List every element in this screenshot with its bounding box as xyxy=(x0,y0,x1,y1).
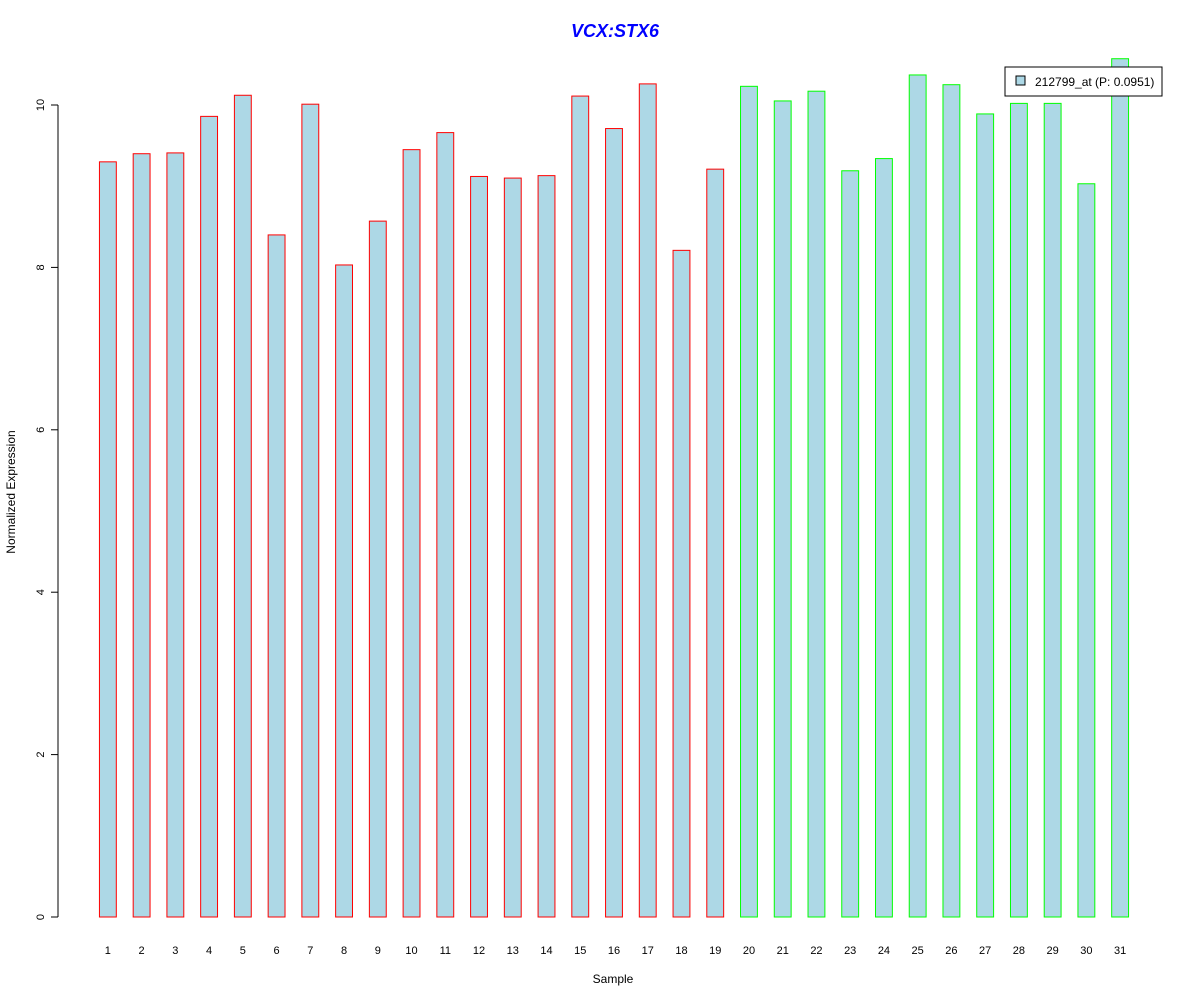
x-tick-label: 31 xyxy=(1114,945,1126,957)
x-tick-label: 25 xyxy=(912,945,924,957)
bar-sample-10 xyxy=(402,149,421,918)
x-tick-label: 13 xyxy=(507,945,519,957)
bar-sample-26 xyxy=(942,84,961,918)
bar-sample-3 xyxy=(166,152,185,918)
bar-sample-22 xyxy=(807,90,826,918)
x-tick-label: 26 xyxy=(945,945,957,957)
bar-sample-12 xyxy=(470,175,488,918)
bar-sample-4 xyxy=(200,115,219,918)
y-tick-label: 8 xyxy=(35,264,47,270)
y-axis-label: Normalized Expression xyxy=(4,430,18,553)
bar-sample-27 xyxy=(976,113,995,918)
x-tick-label: 15 xyxy=(574,945,586,957)
bar-sample-30 xyxy=(1077,183,1096,918)
bar-sample-2 xyxy=(132,153,151,918)
bars-group xyxy=(98,58,1130,918)
x-tick-label: 10 xyxy=(405,945,417,957)
bar-sample-9 xyxy=(368,220,387,918)
legend-entry-label: 212799_at (P: 0.0951) xyxy=(1035,75,1154,89)
y-tick-label: 10 xyxy=(35,99,47,111)
x-tick-label: 7 xyxy=(307,945,313,957)
legend-box xyxy=(1004,66,1163,97)
y-tick-label: 6 xyxy=(35,427,47,433)
x-tick-label: 1 xyxy=(105,945,111,957)
x-tick-label: 3 xyxy=(172,945,178,957)
bar-sample-28 xyxy=(1009,102,1028,918)
x-tick-label: 12 xyxy=(473,945,485,957)
x-tick-label: 30 xyxy=(1080,945,1092,957)
x-tick-label: 22 xyxy=(810,945,822,957)
y-axis: 0 2 4 6 8 10 xyxy=(35,99,59,920)
legend: 212799_at (P: 0.0951) xyxy=(1004,66,1163,97)
bar-sample-14 xyxy=(537,175,556,918)
x-tick-label: 5 xyxy=(240,945,246,957)
x-tick-label: 23 xyxy=(844,945,856,957)
bar-sample-6 xyxy=(267,234,286,918)
chart-title: VCX:STX6 xyxy=(571,21,660,41)
bar-sample-18 xyxy=(672,249,691,918)
bar-sample-11 xyxy=(436,132,455,918)
bar-sample-20 xyxy=(740,85,758,918)
y-tick-label: 2 xyxy=(35,752,47,758)
x-tick-label: 27 xyxy=(979,945,991,957)
x-tick-labels: 1 2 3 4 5 6 7 8 9 10 11 12 13 14 15 16 17 18 19 20 21 22 23 24 2… xyxy=(105,945,1126,957)
bar-sample-19 xyxy=(706,168,725,918)
x-tick-label: 24 xyxy=(878,945,890,957)
x-tick-label: 19 xyxy=(709,945,721,957)
x-tick-label: 6 xyxy=(274,945,280,957)
bar-sample-7 xyxy=(301,103,320,918)
y-tick-label: 4 xyxy=(35,589,47,595)
y-tick-label: 0 xyxy=(35,914,47,920)
bar-sample-23 xyxy=(841,170,860,918)
bar-sample-25 xyxy=(908,74,927,918)
bar-sample-13 xyxy=(503,177,522,918)
x-tick-label: 11 xyxy=(440,945,451,957)
bar-sample-29 xyxy=(1043,102,1062,918)
x-tick-label: 9 xyxy=(375,945,381,957)
x-tick-label: 4 xyxy=(206,945,212,957)
x-tick-label: 18 xyxy=(675,945,687,957)
x-axis-label: Sample xyxy=(593,972,634,986)
bar-sample-21 xyxy=(773,100,792,918)
x-tick-label: 21 xyxy=(777,945,789,957)
bar-sample-16 xyxy=(605,128,623,918)
bar-sample-24 xyxy=(875,158,893,918)
x-tick-label: 2 xyxy=(139,945,145,957)
x-tick-label: 28 xyxy=(1013,945,1025,957)
bar-sample-17 xyxy=(638,83,657,918)
x-tick-label: 8 xyxy=(341,945,347,957)
x-tick-label: 29 xyxy=(1047,945,1059,957)
x-tick-label: 20 xyxy=(743,945,755,957)
bar-sample-5 xyxy=(233,94,252,918)
x-tick-label: 14 xyxy=(540,945,552,957)
bar-sample-1 xyxy=(98,161,117,918)
x-tick-label: 17 xyxy=(642,945,654,957)
x-tick-label: 16 xyxy=(608,945,620,957)
legend-swatch xyxy=(1015,75,1026,86)
bar-sample-15 xyxy=(571,95,590,918)
bar-sample-31 xyxy=(1111,58,1130,918)
bar-sample-8 xyxy=(335,264,354,918)
